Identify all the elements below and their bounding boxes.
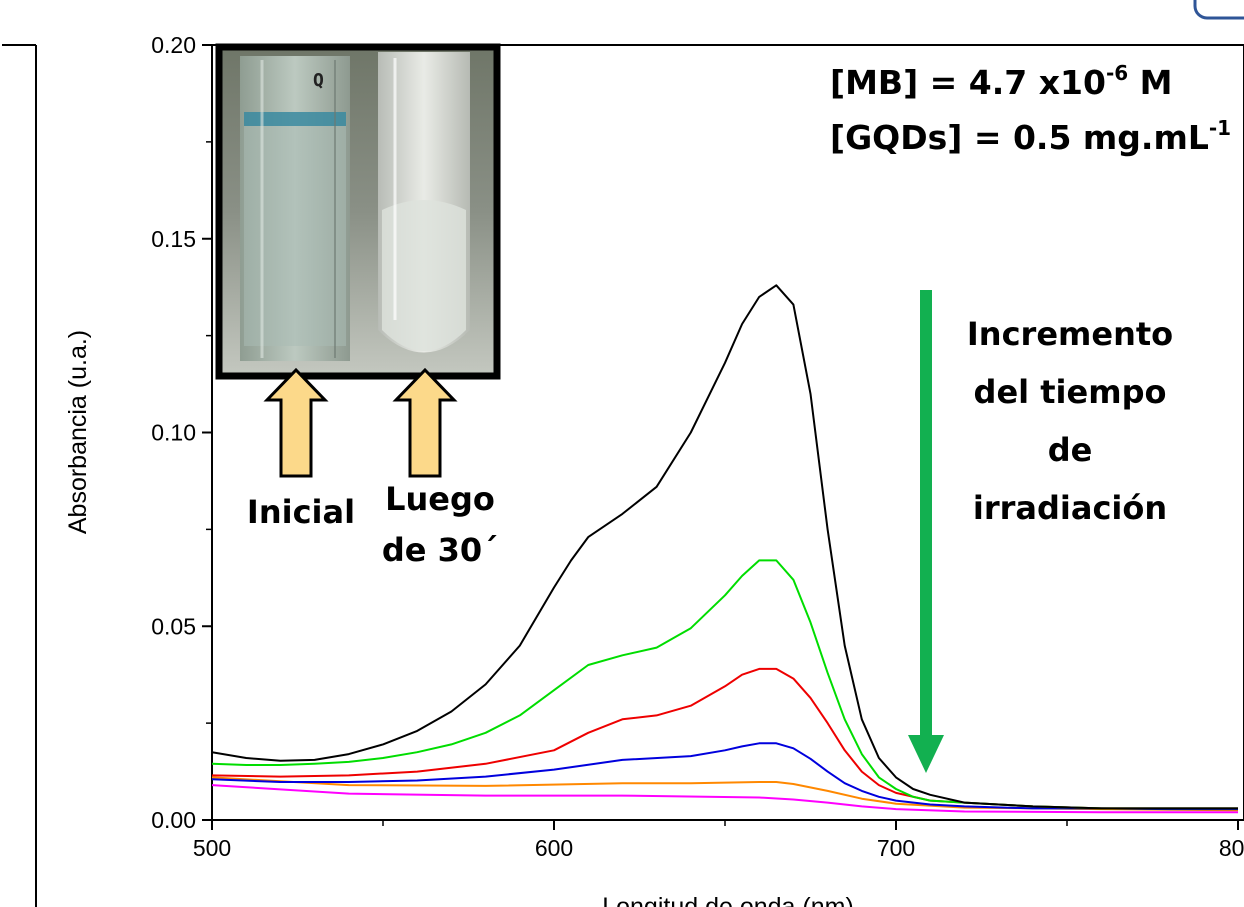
- green-arrow-shaft: [920, 290, 932, 738]
- inset-photo: Q: [215, 43, 501, 380]
- arrow-up-initial-icon: [263, 367, 329, 478]
- y-tick-label: 0.20: [151, 32, 196, 58]
- series-line: [212, 776, 1239, 812]
- x-axis: 500 600 700 800: [193, 820, 1244, 861]
- cuvette-letter: Q: [313, 70, 324, 91]
- label-after-line2: de 30´: [382, 531, 498, 569]
- x-axis-label: Longitud de onda (nm): [602, 893, 854, 907]
- y-axis-label: Absorbancia (u.a.): [64, 330, 92, 534]
- inset-border: [215, 43, 501, 380]
- irradiation-note-line: del tiempo: [974, 373, 1167, 411]
- gqd-concentration: [GQDs] = 0.5 mg.mL-1: [830, 116, 1231, 157]
- series-line: [212, 784, 1238, 814]
- blue-solution: [244, 126, 346, 346]
- y-tick-label: 0.10: [151, 420, 196, 446]
- x-tick-label: 700: [877, 835, 915, 861]
- y-tick-label: 0.15: [151, 226, 196, 252]
- series-line: [212, 284, 1238, 810]
- x-tick-label: 600: [535, 835, 573, 861]
- arrow-up-after-icon: [392, 367, 458, 478]
- clear-solution: [382, 200, 466, 351]
- y-tick-label: 0.00: [151, 807, 196, 833]
- y-axis: 0.00 0.05 0.10 0.15 0.20: [151, 32, 212, 833]
- series-line: [212, 742, 1238, 811]
- irradiation-note-line: irradiación: [973, 489, 1167, 527]
- label-after-line1: Luego: [385, 480, 495, 518]
- x-tick-label: 500: [193, 835, 231, 861]
- label-initial: Inicial: [247, 493, 355, 531]
- blue-meniscus: [244, 112, 346, 126]
- y-tick-label: 0.05: [151, 613, 196, 639]
- x-tick-label: 800: [1219, 835, 1244, 861]
- series-line: [212, 559, 1238, 810]
- green-arrow-down-icon: [908, 735, 944, 773]
- series-layer: [212, 284, 1239, 814]
- irradiation-note-line: Incremento: [967, 315, 1173, 353]
- irradiation-note-line: de: [1048, 431, 1093, 469]
- mb-concentration: [MB] = 4.7 x10-6 M: [830, 61, 1173, 102]
- corner-fragment: [1193, 0, 1244, 20]
- series-line: [212, 667, 1238, 810]
- irradiation-note: Incremento del tiempo de irradiación: [967, 315, 1173, 527]
